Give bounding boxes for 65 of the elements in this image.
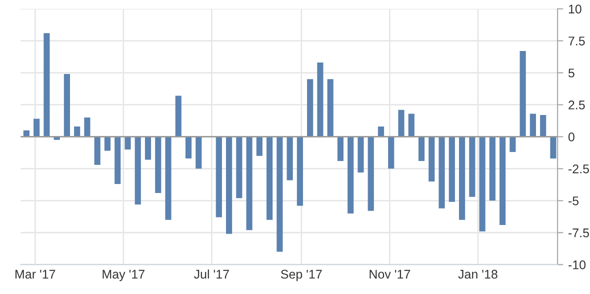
- bar: [236, 136, 242, 198]
- bar: [388, 136, 394, 169]
- bar: [459, 136, 466, 220]
- bar: [540, 114, 546, 137]
- bar: [216, 136, 222, 218]
- x-tick-label: Jan '18: [458, 270, 498, 279]
- bar: [520, 51, 526, 137]
- bar: [296, 136, 303, 206]
- bar: [418, 136, 425, 162]
- bar: [378, 126, 384, 137]
- bar: [550, 136, 556, 158]
- bar: [307, 79, 314, 137]
- bar: [196, 136, 202, 169]
- bar: [246, 136, 252, 230]
- bar: [286, 136, 293, 180]
- bar: [114, 136, 121, 184]
- bar: [124, 136, 131, 150]
- bar: [185, 136, 192, 158]
- bar: [34, 118, 40, 137]
- bar: [479, 136, 486, 232]
- x-tick-label: May '17: [102, 270, 144, 282]
- bar: [155, 136, 162, 193]
- bar: [500, 136, 506, 225]
- bar: [175, 96, 182, 137]
- y-tick-label: 0: [568, 132, 574, 142]
- x-tick-label: Sep '17: [280, 270, 322, 282]
- bar: [337, 136, 344, 162]
- bar: [348, 136, 354, 214]
- bar: [84, 118, 90, 137]
- bar: [276, 136, 283, 252]
- bar: [226, 136, 232, 234]
- bar: [510, 136, 516, 152]
- bar: [489, 136, 496, 201]
- x-tick-label: Jul '17: [194, 269, 229, 279]
- y-tick-label: 10: [568, 4, 582, 14]
- bar: [398, 110, 404, 137]
- y-tick-label: 7.5: [568, 36, 585, 46]
- bar: [144, 136, 152, 160]
- bar: [64, 74, 70, 137]
- bar: [134, 136, 141, 204]
- bar: [368, 136, 374, 211]
- bar: [317, 62, 324, 137]
- bar: [408, 114, 414, 137]
- bar: [530, 114, 536, 137]
- y-tick-label: -10: [568, 260, 586, 270]
- bar: [44, 33, 50, 137]
- bar: [469, 136, 476, 197]
- y-tick-label: -7.5: [568, 228, 589, 238]
- bar: [165, 136, 172, 220]
- y-tick-label: -5: [568, 196, 579, 206]
- bar: [327, 79, 334, 137]
- y-tick-label: 2.5: [568, 100, 585, 110]
- bar: [256, 136, 262, 156]
- bar: [358, 136, 364, 173]
- bar: [266, 136, 273, 220]
- bar: [438, 136, 445, 208]
- bar: [74, 126, 80, 137]
- x-tick-label: Nov '17: [370, 270, 410, 279]
- y-tick-label: 5: [568, 68, 574, 78]
- bar: [428, 136, 435, 182]
- bar: [94, 136, 100, 165]
- bar: [104, 136, 111, 151]
- x-tick-label: Mar '17: [16, 270, 56, 279]
- bar: [448, 136, 455, 202]
- y-tick-label: -2.5: [568, 164, 589, 174]
